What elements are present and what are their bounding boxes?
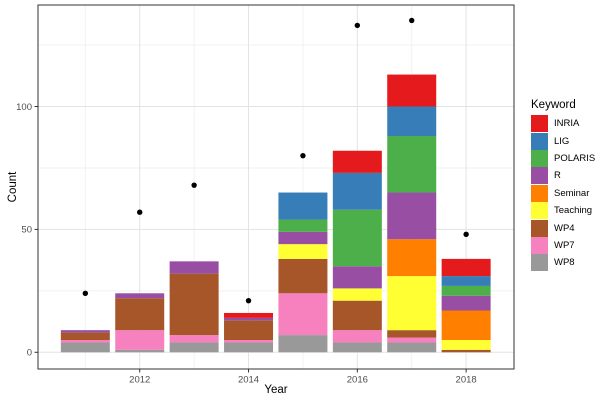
legend-items: INRIA LIG POLARIS R Seminar Teaching WP4 WP7 WP8 — [531, 115, 595, 272]
legend-item-inria: INRIA — [531, 115, 595, 133]
point-2012 — [137, 209, 143, 215]
legend-swatch-polaris — [531, 149, 548, 167]
bar-segment-2017-teaching — [387, 276, 437, 331]
legend-item-lig: LIG — [531, 132, 595, 150]
bar-segment-2017-polaris — [387, 136, 437, 193]
bar-segment-2018-polaris — [441, 285, 491, 296]
legend-title: Keyword — [531, 99, 576, 111]
bar-segment-2016-wp7 — [332, 330, 382, 343]
legend-swatch-seminar — [531, 184, 548, 202]
bar-segment-2018-wp4 — [441, 349, 491, 353]
bar-segment-2012-wp8 — [115, 349, 165, 353]
legend: Keyword INRIA LIG POLARIS R Seminar Teaching W… — [531, 99, 595, 272]
x-tick-label: 2016 — [347, 375, 368, 386]
legend-swatch-wp8 — [531, 254, 548, 272]
point-2011 — [82, 290, 89, 296]
bar-segment-2011-wp8 — [60, 342, 110, 353]
point-2018 — [463, 231, 469, 238]
bar-segment-2017-wp7 — [387, 337, 437, 343]
bar-segment-2013-wp4 — [169, 273, 219, 336]
bar-segment-2014-wp8 — [224, 342, 274, 353]
bar-segment-2013-wp7 — [169, 335, 219, 343]
legend-item-r: R — [531, 167, 595, 185]
x-axis-title: Year — [264, 384, 288, 396]
bar-segment-2015-teaching — [278, 244, 328, 259]
bar-segment-2018-inria — [441, 258, 491, 277]
legend-item-seminar: Seminar — [531, 184, 595, 202]
bar-segment-2018-seminar — [441, 310, 491, 340]
legend-swatch-wp4 — [531, 219, 548, 237]
bar-segment-2014-wp7 — [224, 339, 274, 343]
point-2016 — [354, 22, 361, 29]
bar-segment-2017-wp8 — [387, 342, 437, 353]
bar-segment-2014-inria — [224, 312, 274, 318]
bar-segment-2016-polaris — [332, 209, 382, 267]
legend-swatch-wp7 — [531, 236, 548, 254]
bar-segment-2018-r — [441, 295, 491, 311]
legend-label: WP8 — [554, 257, 575, 269]
point-2015 — [300, 152, 306, 159]
bar-segment-2015-wp4 — [278, 258, 328, 294]
bar-segment-2016-inria — [332, 150, 382, 173]
bar-segment-2012-wp7 — [115, 330, 165, 350]
bar-segment-2015-lig — [278, 192, 328, 220]
bar-segment-2016-lig — [332, 172, 382, 210]
y-tick-label: 0 — [27, 348, 32, 359]
bar-segment-2016-teaching — [332, 288, 382, 301]
legend-item-wp7: WP7 — [531, 236, 595, 254]
bar-segment-2014-wp4 — [224, 320, 274, 340]
bar-segment-2015-r — [278, 231, 328, 245]
y-tick-label: 100 — [16, 102, 32, 113]
legend-label: LIG — [554, 135, 570, 147]
bar-segment-2018-lig — [441, 276, 491, 286]
legend-swatch-teaching — [531, 202, 548, 220]
bar-segment-2013-r — [169, 261, 219, 274]
legend-item-polaris: POLARIS — [531, 149, 596, 167]
legend-label: POLARIS — [554, 152, 596, 164]
panel-border — [37, 4, 515, 370]
bar-segment-2017-inria — [387, 74, 437, 107]
point-2017 — [409, 17, 415, 24]
legend-label: INRIA — [554, 118, 580, 130]
x-tick-label: 2018 — [456, 375, 477, 386]
legend-label: Teaching — [554, 205, 593, 217]
point-2014 — [245, 297, 252, 304]
bar-segment-2011-wp4 — [60, 332, 110, 340]
y-axis-title: Count — [7, 171, 19, 203]
bar-segment-2017-r — [387, 192, 437, 240]
bar-segment-2015-wp7 — [278, 293, 328, 336]
legend-label: WP4 — [554, 222, 575, 234]
legend-item-wp4: WP4 — [531, 219, 595, 237]
legend-item-teaching: Teaching — [531, 202, 595, 220]
bar-segment-2011-wp7 — [60, 339, 110, 343]
bar-segment-2016-r — [332, 266, 382, 289]
point-2013 — [191, 182, 197, 188]
bar-segment-2014-r — [224, 317, 274, 321]
x-tick-label: 2014 — [238, 375, 259, 386]
legend-item-wp8: WP8 — [531, 254, 595, 272]
bar-segment-2015-polaris — [278, 219, 328, 232]
bar-segment-2016-wp4 — [332, 300, 382, 331]
bar-segment-2013-wp8 — [169, 342, 219, 353]
x-tick-label: 2012 — [129, 375, 150, 386]
y-tick-label: 50 — [21, 225, 32, 236]
bar-segment-2011-r — [60, 330, 110, 333]
bar-segment-2018-teaching — [441, 339, 491, 350]
bar-segment-2017-wp4 — [387, 330, 437, 338]
bar-segment-2012-r — [115, 293, 165, 299]
bar-segment-2012-wp4 — [115, 298, 165, 331]
legend-swatch-lig — [531, 132, 548, 150]
bar-segment-2015-wp8 — [278, 335, 328, 353]
legend-label: Seminar — [554, 187, 590, 199]
bar-segment-2016-wp8 — [332, 342, 382, 353]
bar-segment-2017-seminar — [387, 239, 437, 277]
bar-segment-2017-lig — [387, 106, 437, 137]
legend-label: WP7 — [554, 239, 575, 251]
legend-swatch-inria — [531, 115, 548, 133]
legend-swatch-r — [531, 167, 548, 185]
legend-label: R — [554, 170, 561, 182]
